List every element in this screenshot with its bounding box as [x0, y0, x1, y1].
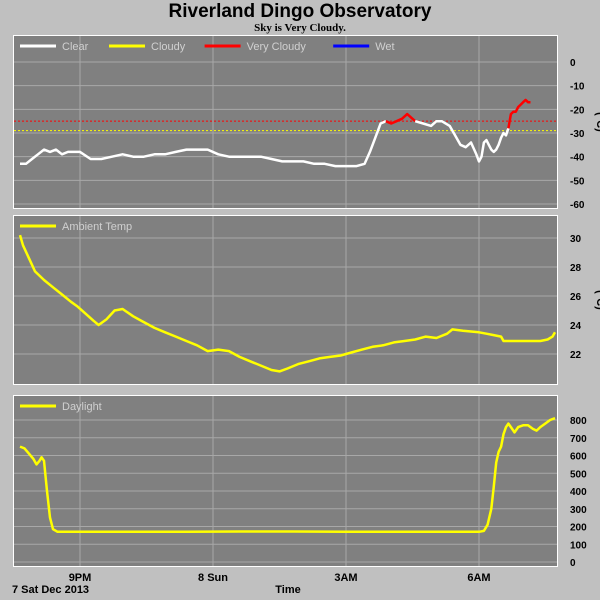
plot-area [14, 36, 557, 208]
legend-label: Ambient Temp [62, 221, 132, 233]
x-tick-label: 9PM [69, 572, 92, 584]
series-line [414, 119, 510, 163]
chart-title: Riverland Dingo Observatory [168, 1, 432, 22]
y-tick-label: 30 [570, 234, 582, 245]
sky-status-subtitle: Sky is Very Cloudy. [254, 22, 346, 34]
plot-area [14, 216, 557, 384]
y-tick-label: 300 [570, 505, 587, 516]
legend-label: Clear [62, 41, 89, 53]
y-tick-label: 600 [570, 452, 587, 463]
plot-area [14, 396, 557, 566]
y-tick-label: 400 [570, 487, 587, 498]
y-tick-label: 700 [570, 434, 587, 445]
x-tick-label: 3AM [334, 572, 357, 584]
legend-label: Very Cloudy [247, 41, 307, 53]
y-tick-label: 22 [570, 350, 582, 361]
y-tick-label: -10 [570, 82, 585, 93]
y-tick-label: -30 [570, 129, 585, 140]
x-tick-label: 6AM [467, 572, 490, 584]
y-tick-label: 26 [570, 292, 582, 303]
y-tick-label: 28 [570, 263, 582, 274]
y-axis-unit: (°C) [594, 290, 600, 310]
y-tick-label: 100 [570, 540, 587, 551]
legend-label: Wet [375, 41, 394, 53]
y-tick-label: 800 [570, 416, 587, 427]
y-tick-label: 24 [570, 321, 582, 332]
x-axis-label: Time [275, 584, 300, 596]
x-tick-label: 8 Sun [198, 572, 228, 584]
series-line [507, 98, 531, 129]
series-line [19, 417, 556, 534]
series-line [20, 120, 387, 168]
y-tick-label: -20 [570, 105, 585, 116]
y-tick-label: 200 [570, 523, 587, 534]
y-tick-label: 500 [570, 469, 587, 480]
y-tick-label: 0 [570, 58, 576, 69]
date-label: 7 Sat Dec 2013 [12, 584, 89, 596]
series-line [385, 112, 417, 125]
y-tick-label: -40 [570, 153, 585, 164]
legend-label: Cloudy [151, 41, 186, 53]
y-tick-label: -50 [570, 176, 585, 187]
series-line [18, 234, 557, 373]
y-tick-label: -60 [570, 200, 585, 211]
y-axis-unit: (°C) [594, 112, 600, 132]
y-tick-label: 0 [570, 558, 576, 569]
legend-label: Daylight [62, 401, 102, 413]
